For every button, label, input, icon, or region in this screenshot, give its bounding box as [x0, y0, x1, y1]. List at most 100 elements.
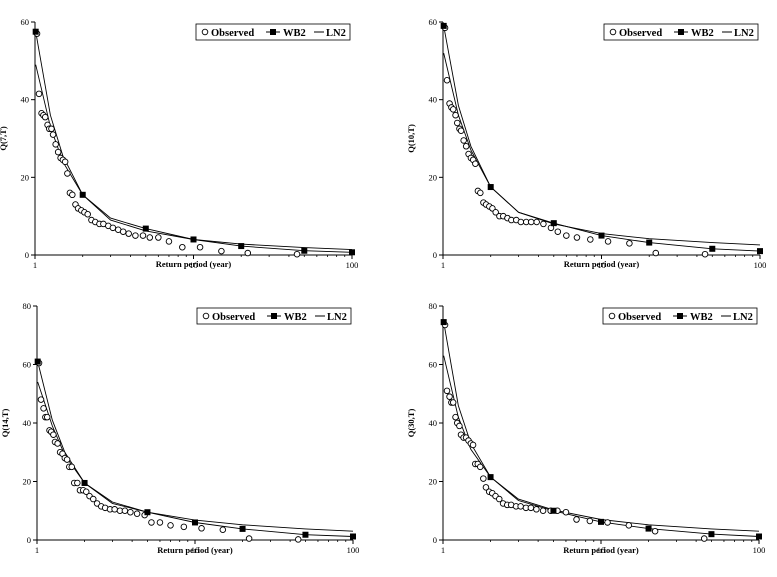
wb2-point: [34, 358, 41, 365]
y-tick-label: 60: [429, 360, 438, 370]
observed-point: [84, 210, 91, 218]
legend-wb2-label: WB2: [283, 28, 306, 39]
observed-point: [293, 250, 301, 258]
observed-point: [111, 506, 118, 513]
legend-observed-label: Observed: [211, 28, 254, 39]
observed-point: [155, 234, 162, 241]
observed-point: [517, 503, 524, 510]
x-tick-label: 10: [597, 260, 606, 270]
wb2-point: [487, 474, 494, 481]
y-tick-label: 0: [433, 250, 437, 260]
observed-point: [244, 249, 252, 257]
observed-point: [626, 240, 633, 247]
wb2-point: [302, 531, 309, 538]
y-tick-label: 40: [23, 418, 32, 428]
x-axis-label: Return period (year): [563, 545, 639, 555]
observed-point: [477, 189, 484, 197]
observed-point: [540, 220, 547, 228]
observed-point: [554, 228, 562, 235]
x-tick-label: 1: [35, 545, 39, 555]
legend-ln2-label: LN2: [327, 312, 347, 323]
wb2-point: [708, 531, 715, 538]
y-tick-label: 80: [429, 301, 438, 311]
observed-point: [563, 232, 570, 239]
y-tick-label: 0: [27, 535, 31, 545]
observed-point: [156, 519, 164, 526]
y-tick-label: 0: [25, 250, 29, 260]
wb2-point: [709, 245, 716, 252]
wb2-point: [192, 519, 198, 526]
wb2-point: [598, 518, 604, 525]
observed-point: [54, 148, 62, 156]
observed-point: [533, 506, 540, 513]
legend-observed-icon: [608, 312, 616, 320]
y-axis-label: Q(14,T): [0, 409, 10, 438]
observed-point: [573, 516, 580, 523]
legend-wb2-label: WB2: [284, 312, 307, 323]
observed-point: [587, 236, 594, 243]
observed-point: [109, 224, 117, 232]
observed-point: [456, 422, 463, 430]
legend-wb2-icon: [678, 29, 684, 35]
x-tick-label: 100: [754, 260, 767, 270]
observed-point: [651, 527, 659, 535]
x-axis-label: Return period (year): [157, 545, 233, 555]
legend-observed-label: Observed: [212, 312, 255, 323]
x-tick-label: 10: [597, 545, 606, 555]
legend-observed-icon: [609, 28, 617, 36]
series-line-ln2: [35, 64, 353, 251]
x-axis-label: Return period (year): [156, 259, 232, 269]
observed-point: [496, 495, 503, 503]
wb2-point: [239, 525, 246, 532]
chart-panel-3: 0 20 40 60 80 1 10 100 Return period (year) Q(14,…: [0, 301, 359, 555]
observed-point: [573, 234, 581, 241]
legend: Observed WB2 LN2: [195, 23, 351, 41]
x-tick-label: 1: [441, 545, 445, 555]
wb2-point: [32, 28, 39, 35]
observed-point: [198, 525, 205, 532]
observed-point: [469, 441, 477, 449]
wb2-point: [81, 479, 88, 486]
y-tick-label: 40: [429, 95, 438, 105]
observed-point: [446, 393, 453, 400]
y-axis-label: Q(7,T): [0, 126, 8, 150]
legend-observed-icon: [202, 312, 210, 320]
observed-point: [517, 218, 525, 226]
observed-point: [492, 209, 499, 216]
observed-point: [49, 131, 57, 138]
y-tick-label: 80: [23, 301, 32, 311]
y-tick-label: 20: [429, 172, 438, 182]
observed-point: [460, 137, 467, 144]
y-tick-label: 60: [23, 360, 32, 370]
observed-point: [167, 522, 174, 529]
x-axis-label: Return period (year): [564, 259, 640, 269]
legend-wb2-icon: [270, 29, 276, 35]
observed-point: [43, 413, 51, 421]
observed-point: [180, 523, 188, 531]
observed-point: [218, 247, 225, 255]
wb2-point: [756, 533, 762, 540]
observed-point: [132, 232, 139, 239]
observed-point: [41, 113, 49, 121]
wb2-point: [142, 225, 149, 232]
y-axis-label: Q(10,T): [406, 124, 416, 153]
observed-point: [68, 463, 76, 471]
observed-point: [652, 249, 660, 257]
observed-point: [48, 125, 55, 133]
y-tick-label: 20: [21, 172, 30, 182]
observed-point: [449, 399, 457, 406]
legend-wb2-icon: [677, 313, 683, 319]
observed-point: [52, 141, 59, 148]
y-tick-label: 60: [21, 17, 30, 27]
legend-ln2-label: LN2: [733, 312, 753, 323]
observed-point: [701, 250, 709, 258]
observed-point: [482, 484, 490, 491]
observed-point: [457, 127, 465, 134]
series-line-ln2: [443, 52, 761, 246]
wb2-point: [646, 239, 653, 246]
y-tick-label: 40: [429, 418, 438, 428]
y-tick-label: 40: [21, 95, 30, 105]
x-tick-label: 1: [441, 260, 445, 270]
observed-point: [443, 76, 451, 84]
